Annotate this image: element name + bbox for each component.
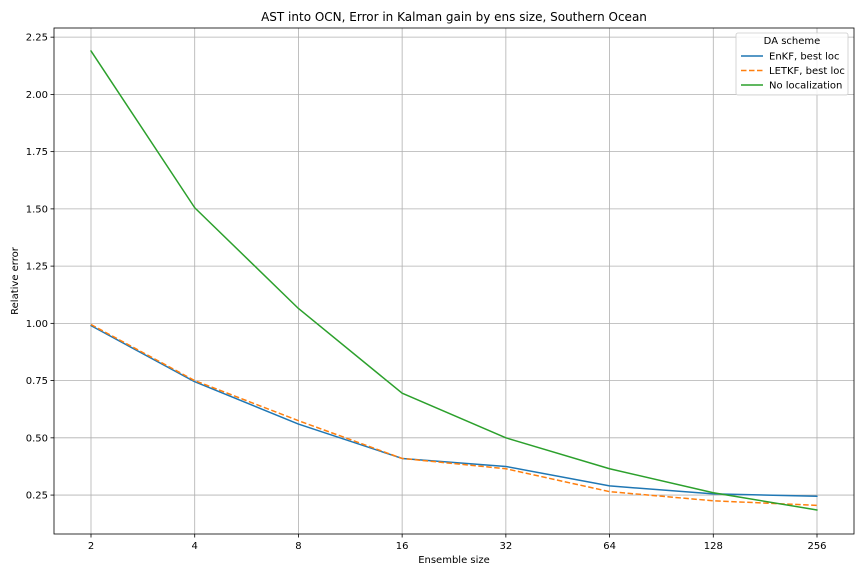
y-tick-label: 1.00 — [26, 319, 48, 330]
x-tick-label: 16 — [396, 541, 409, 552]
legend: DA scheme EnKF, best loc LETKF, best loc N… — [735, 32, 849, 96]
series-line-letkf-best-loc — [90, 323, 818, 507]
x-tick-label: 256 — [807, 541, 826, 552]
y-tick-label: 1.50 — [26, 204, 48, 215]
y-axis: 0.25 0.50 0.75 1.00 1.25 1.50 1.75 2.00 2.25 — [26, 33, 54, 502]
grid-lines — [54, 28, 854, 534]
series-line-enkf-best-loc — [90, 324, 818, 497]
y-tick-label: 0.50 — [26, 433, 48, 444]
y-tick-label: 0.75 — [26, 376, 48, 387]
x-axis: 2 4 8 16 32 64 128 256 — [88, 534, 827, 552]
x-axis-title: Ensemble size — [418, 555, 490, 566]
legend-box — [735, 32, 849, 96]
x-tick-label: 64 — [603, 541, 616, 552]
y-tick-label: 2.25 — [26, 33, 48, 44]
y-tick-label: 1.75 — [26, 147, 48, 158]
legend-title: DA scheme — [764, 36, 821, 47]
legend-label: No localization — [769, 81, 842, 92]
chart-title: AST into OCN, Error in Kalman gain by en… — [261, 10, 647, 24]
x-tick-label: 32 — [499, 541, 512, 552]
x-tick-label: 4 — [192, 541, 198, 552]
legend-label: EnKF, best loc — [769, 52, 840, 63]
plot-frame — [53, 27, 855, 535]
legend-label: LETKF, best loc — [769, 66, 845, 77]
series-line-no-localization — [90, 50, 818, 511]
series-lines — [90, 50, 818, 511]
y-tick-label: 1.25 — [26, 262, 48, 273]
y-axis-title: Relative error — [10, 246, 21, 315]
y-tick-label: 2.00 — [26, 90, 48, 101]
y-tick-label: 0.25 — [26, 491, 48, 502]
x-tick-label: 8 — [295, 541, 301, 552]
x-tick-label: 2 — [88, 541, 94, 552]
x-tick-label: 128 — [704, 541, 723, 552]
